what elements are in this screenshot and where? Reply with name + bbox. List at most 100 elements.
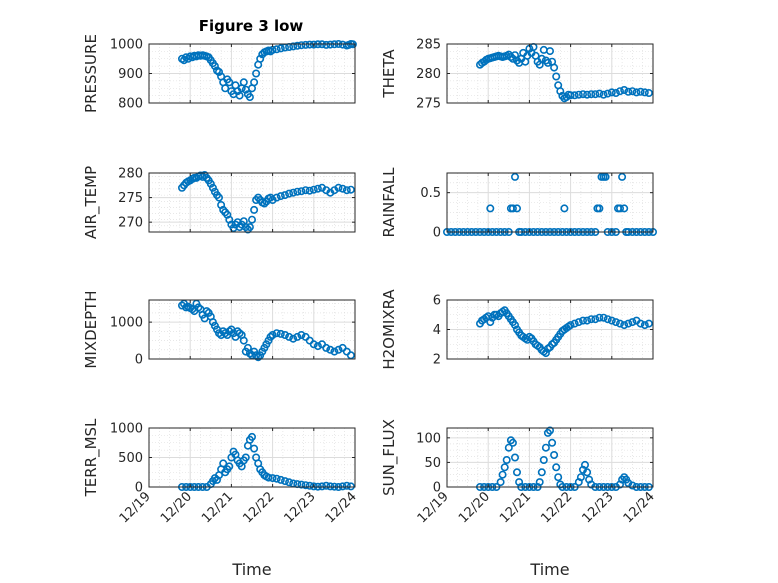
data-point: [502, 455, 511, 464]
data-point: [301, 186, 310, 195]
data-point: [550, 63, 559, 72]
data-point: [346, 185, 355, 194]
data-point: [334, 345, 343, 354]
data-point: [206, 179, 215, 188]
data-point: [615, 204, 624, 213]
x-tick-label: 12/24: [323, 489, 360, 526]
y-tick-label: 275: [416, 97, 441, 112]
data-point: [566, 91, 575, 100]
data-point: [322, 343, 331, 352]
data-point: [276, 192, 285, 201]
data-point: [624, 319, 633, 328]
data-point: [595, 313, 604, 322]
y-tick-label: 1000: [110, 316, 143, 331]
y-tick-label: 6: [433, 294, 441, 309]
x-tick-label: 12/23: [580, 489, 617, 526]
data-point: [644, 89, 653, 98]
data-point: [566, 321, 575, 330]
data-point: [543, 58, 552, 67]
data-point: [346, 482, 355, 491]
y-axis-label: TERR_MSL: [82, 418, 101, 497]
data-point: [293, 187, 302, 196]
data-point: [285, 189, 294, 198]
data-point: [620, 321, 629, 330]
data-point: [250, 444, 259, 453]
data-point: [620, 204, 629, 213]
data-point: [215, 68, 224, 77]
data-point: [309, 185, 318, 194]
data-point: [280, 330, 289, 339]
y-tick-label: 50: [424, 456, 441, 471]
data-point: [537, 54, 546, 63]
data-point: [225, 462, 234, 471]
data-point: [615, 87, 624, 96]
y-axis-label: H2OMIXRA: [380, 289, 398, 370]
data-point: [552, 463, 561, 472]
data-point: [624, 87, 633, 96]
data-point: [276, 329, 285, 338]
y-tick-label: 1000: [110, 422, 143, 437]
data-point: [346, 351, 355, 360]
data-point: [640, 321, 649, 330]
data-point: [512, 204, 521, 213]
data-point: [583, 90, 592, 99]
y-tick-label: 270: [118, 216, 143, 231]
data-point: [541, 443, 550, 452]
y-tick-label: 0: [135, 481, 143, 496]
y-tick-label: 285: [416, 38, 441, 53]
data-point: [264, 473, 273, 482]
data-point: [595, 89, 604, 98]
y-tick-label: 280: [118, 167, 143, 182]
data-point: [309, 340, 318, 349]
data-point: [293, 332, 302, 341]
data-point: [297, 187, 306, 196]
data-point: [305, 481, 314, 490]
data-point: [570, 319, 579, 328]
y-tick-label: 1000: [110, 38, 143, 53]
data-point: [289, 334, 298, 343]
data-point: [239, 78, 248, 87]
data-point: [607, 88, 616, 97]
y-tick-label: 2: [433, 353, 441, 368]
data-point: [289, 188, 298, 197]
data-point: [305, 186, 314, 195]
x-tick-label: 12/20: [158, 489, 195, 526]
y-tick-label: 800: [118, 97, 143, 112]
data-point: [618, 172, 627, 181]
y-tick-label: 0: [135, 353, 143, 368]
data-point: [628, 87, 637, 96]
data-point: [326, 40, 335, 49]
data-point: [268, 330, 277, 339]
data-point: [628, 481, 637, 490]
x-tick-label: 12/21: [199, 489, 236, 526]
data-point: [245, 223, 254, 232]
data-point: [570, 91, 579, 100]
data-point: [313, 184, 322, 193]
x-tick-label: 12/22: [240, 489, 277, 526]
data-point: [250, 205, 259, 214]
subplot-h2omixra: 2 4 6 H2OMIXRA: [380, 289, 654, 370]
data-point: [486, 204, 495, 213]
data-point: [272, 329, 281, 338]
data-point: [297, 330, 306, 339]
data-point: [496, 478, 505, 487]
data-point: [640, 88, 649, 97]
data-point: [268, 474, 277, 483]
x-tick-label: 12/24: [621, 489, 658, 526]
data-point: [334, 183, 343, 192]
data-point: [500, 463, 509, 472]
data-point: [574, 90, 583, 99]
data-point: [293, 41, 302, 50]
y-tick-label: 100: [416, 431, 441, 446]
data-point: [285, 332, 294, 341]
data-point: [603, 315, 612, 324]
y-axis-label: MIXDEPTH: [82, 290, 100, 368]
y-tick-label: 280: [416, 67, 441, 82]
data-point: [289, 42, 298, 51]
data-point: [322, 481, 331, 490]
data-point: [486, 318, 495, 327]
data-point: [208, 183, 217, 192]
data-point: [539, 455, 548, 464]
y-tick-label: 275: [118, 191, 143, 206]
y-tick-label: 0.5: [420, 186, 441, 201]
